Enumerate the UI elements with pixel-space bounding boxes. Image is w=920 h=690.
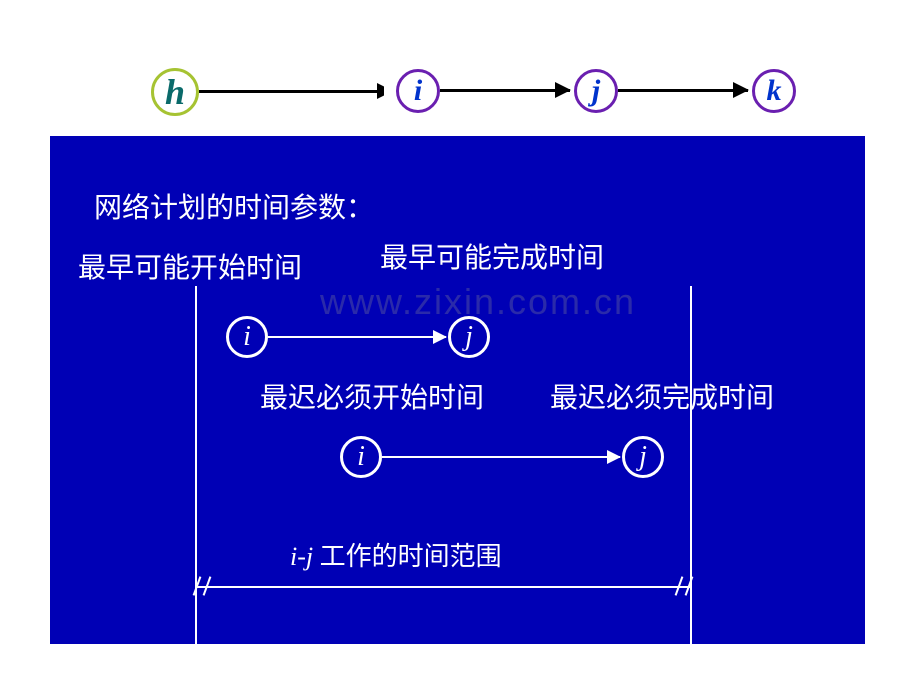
range-prefix: i-j — [290, 542, 313, 571]
node-i-top: i — [396, 69, 440, 113]
node-i-row2-label: i — [357, 441, 365, 473]
title-text: 网络计划的时间参数： — [94, 186, 374, 226]
top-chain-box: i j k — [384, 55, 814, 130]
node-k-top-label: k — [767, 74, 782, 108]
node-j-top: j — [574, 69, 618, 113]
es-label: 最早可能开始时间 — [78, 246, 302, 286]
node-h-label: h — [165, 71, 185, 113]
vline-right — [690, 286, 692, 646]
lf-label: 最迟必须完成时间 — [550, 376, 774, 416]
node-j-row2-label: j — [639, 441, 647, 473]
ef-label: 最早可能完成时间 — [380, 236, 604, 276]
range-suffix: 工作的时间范围 — [313, 542, 502, 571]
arrow-row2 — [382, 456, 620, 458]
node-k-top: k — [752, 69, 796, 113]
arrow-i-to-j — [440, 89, 570, 92]
arrow-j-to-k — [618, 89, 748, 92]
node-j-row2: j — [622, 436, 664, 478]
node-i-row1: i — [226, 316, 268, 358]
arrow-h-to-i — [199, 90, 392, 93]
arrow-row1 — [268, 336, 446, 338]
ls-label: 最迟必须开始时间 — [260, 376, 484, 416]
range-label: i-j 工作的时间范围 — [290, 536, 502, 573]
watermark-text: www.zixin.com.cn — [320, 281, 636, 323]
range-line — [195, 586, 692, 588]
node-j-row1: j — [448, 316, 490, 358]
node-h: h — [151, 68, 199, 116]
blue-panel: 网络计划的时间参数： 最早可能开始时间 最早可能完成时间 www.zixin.c… — [50, 136, 865, 644]
node-i-row1-label: i — [243, 321, 251, 353]
node-j-top-label: j — [592, 74, 600, 108]
node-i-top-label: i — [414, 74, 422, 108]
node-i-row2: i — [340, 436, 382, 478]
node-j-row1-label: j — [465, 321, 473, 353]
